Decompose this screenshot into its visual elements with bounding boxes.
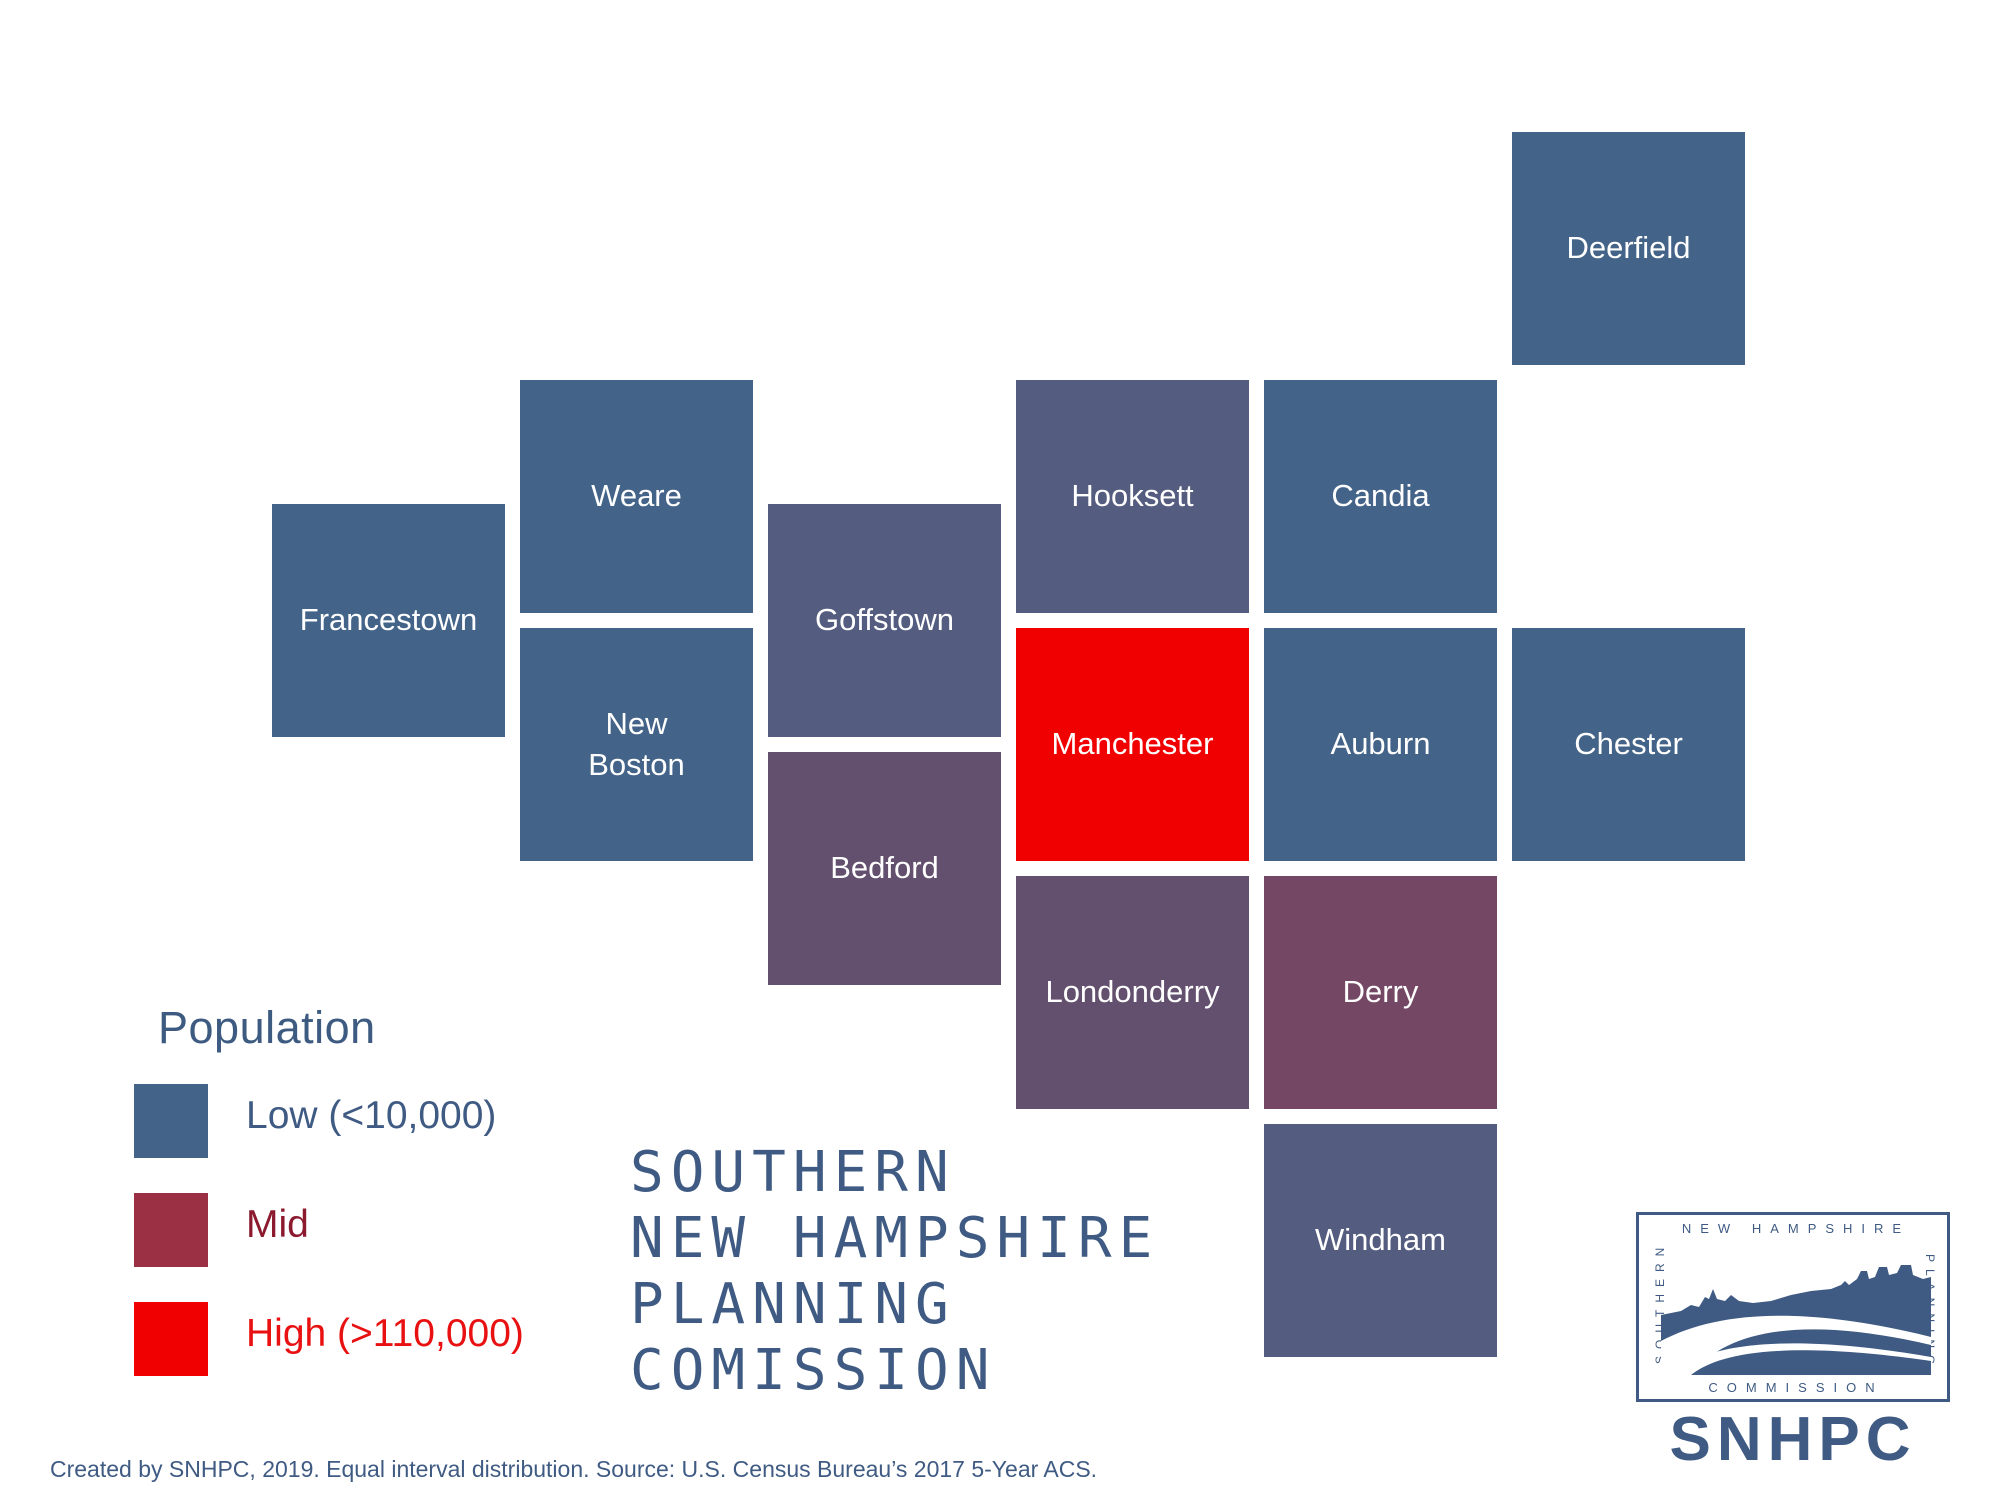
town-label: Londonderry bbox=[1045, 974, 1220, 1010]
legend-label-high: High (>110,000) bbox=[246, 1312, 524, 1355]
org-name-line: NEW HAMPSHIRE bbox=[630, 1206, 1160, 1271]
skyline-road-icon bbox=[1661, 1265, 1931, 1375]
organization-name: SOUTHERN NEW HAMPSHIRE PLANNING COMISSIO… bbox=[630, 1140, 1159, 1404]
town-tile-chester: Chester bbox=[1512, 628, 1745, 861]
town-tile-new-boston: New Boston bbox=[520, 628, 753, 861]
town-tile-weare: Weare bbox=[520, 380, 753, 613]
logo-frame: NEW HAMPSHIRE SOUTHERN PLANNING COMMISSI… bbox=[1636, 1212, 1950, 1402]
town-tile-manchester: Manchester bbox=[1016, 628, 1249, 861]
town-label: New Boston bbox=[588, 706, 685, 782]
town-label: Hooksett bbox=[1071, 478, 1194, 514]
logo-abbreviation: SNHPC bbox=[1669, 1405, 1917, 1474]
town-tile-deerfield: Deerfield bbox=[1512, 132, 1745, 365]
org-name-line: PLANNING bbox=[630, 1272, 956, 1337]
legend-swatch-low bbox=[134, 1084, 208, 1158]
org-name-line: SOUTHERN bbox=[630, 1140, 956, 1205]
town-label: Derry bbox=[1342, 974, 1419, 1010]
town-tile-windham: Windham bbox=[1264, 1124, 1497, 1357]
logo-top-text: NEW HAMPSHIRE bbox=[1681, 1221, 1911, 1236]
org-name-line: COMISSION bbox=[630, 1338, 997, 1403]
town-label: Chester bbox=[1574, 726, 1683, 762]
town-tile-goffstown: Goffstown bbox=[768, 504, 1001, 737]
town-tile-hooksett: Hooksett bbox=[1016, 380, 1249, 613]
town-tile-derry: Derry bbox=[1264, 876, 1497, 1109]
town-tile-candia: Candia bbox=[1264, 380, 1497, 613]
logo-bottom-text: COMMISSION bbox=[1708, 1380, 1884, 1395]
legend-title: Population bbox=[158, 1002, 376, 1053]
town-tile-auburn: Auburn bbox=[1264, 628, 1497, 861]
town-label: Deerfield bbox=[1566, 230, 1691, 266]
town-label: Candia bbox=[1331, 478, 1430, 514]
legend-swatch-high bbox=[134, 1302, 208, 1376]
source-note: Created by SNHPC, 2019. Equal interval d… bbox=[50, 1456, 1098, 1482]
legend-swatch-mid bbox=[134, 1193, 208, 1267]
town-tile-londonderry: Londonderry bbox=[1016, 876, 1249, 1109]
snhpc-logo: NEW HAMPSHIRE SOUTHERN PLANNING COMMISSI… bbox=[1636, 1212, 1956, 1474]
town-label: Bedford bbox=[830, 850, 939, 886]
town-label: Goffstown bbox=[814, 602, 954, 638]
town-tile-francestown: Francestown bbox=[272, 504, 505, 737]
town-label: Auburn bbox=[1330, 726, 1431, 762]
legend-label-mid: Mid bbox=[246, 1203, 309, 1246]
town-label: Francestown bbox=[299, 602, 478, 638]
town-label: Windham bbox=[1315, 1222, 1446, 1258]
town-tile-bedford: Bedford bbox=[768, 752, 1001, 985]
town-label: Weare bbox=[591, 478, 682, 514]
legend-label-low: Low (<10,000) bbox=[246, 1094, 497, 1137]
town-label: Manchester bbox=[1051, 726, 1214, 762]
